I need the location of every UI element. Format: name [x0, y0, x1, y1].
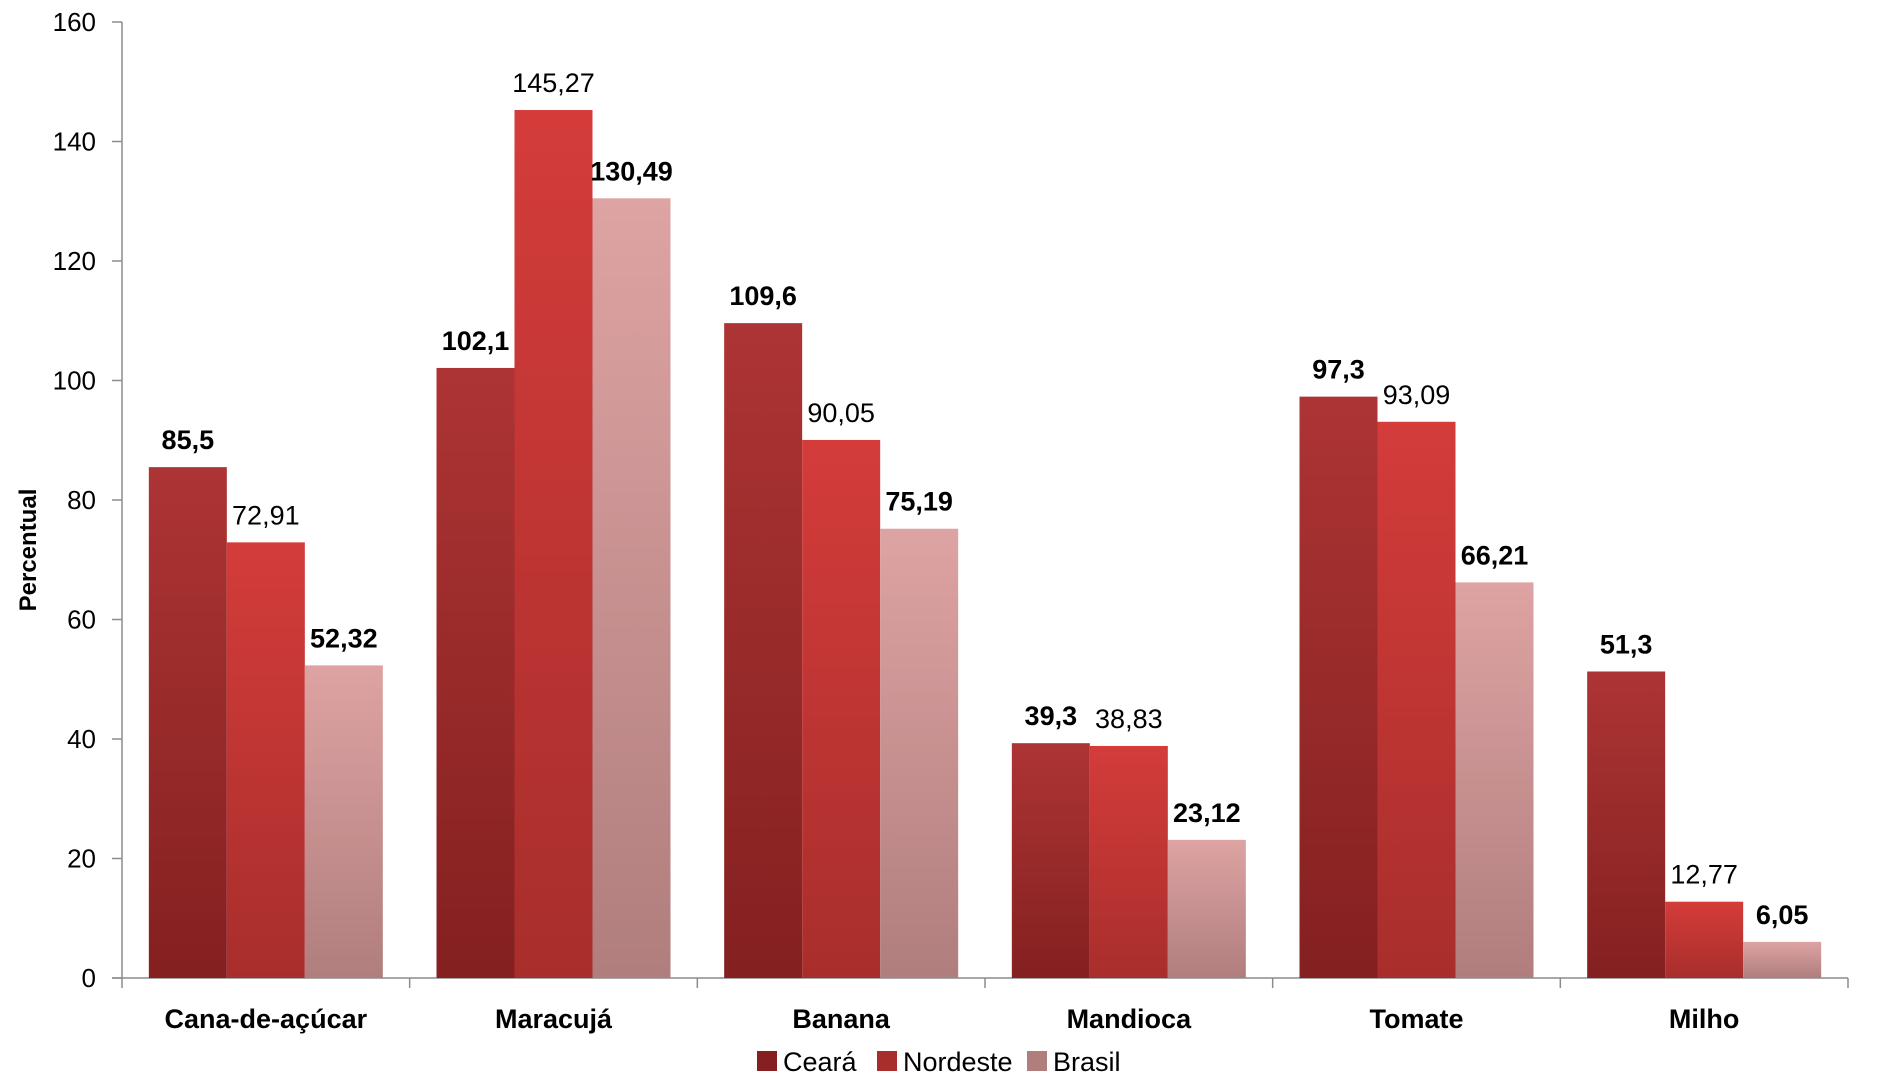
x-tick-label: Cana-de-açúcar: [165, 1004, 368, 1034]
x-tick-label: Banana: [792, 1004, 891, 1034]
data-label: 72,91: [232, 500, 300, 530]
data-label: 52,32: [310, 623, 378, 653]
data-label: 109,6: [729, 281, 797, 311]
y-tick-label: 80: [67, 485, 96, 515]
legend-swatch: [1027, 1051, 1047, 1071]
data-label: 12,77: [1670, 860, 1738, 890]
bar-brasil: [1743, 941, 1822, 978]
bar-nordeste: [1665, 901, 1744, 978]
y-tick-label: 160: [53, 7, 96, 37]
data-label: 102,1: [442, 326, 510, 356]
y-axis-label: Percentual: [15, 489, 42, 612]
bar-cear-: [148, 467, 227, 978]
y-tick-label: 60: [67, 605, 96, 635]
bar-brasil: [304, 665, 383, 978]
data-labels: 85,5 72,91 52,32 102,1 145,27 130,49 109,6 90,0…: [162, 68, 1809, 930]
legend-swatch: [757, 1051, 777, 1071]
legend-label: Ceará: [783, 1047, 858, 1077]
bar-nordeste: [226, 542, 305, 978]
data-label: 130,49: [590, 156, 673, 186]
x-tick-label: Maracujá: [495, 1004, 613, 1034]
legend-label: Nordeste: [903, 1047, 1013, 1077]
bar-brasil: [880, 528, 959, 978]
bar-nordeste: [1377, 421, 1456, 979]
data-label: 38,83: [1095, 704, 1163, 734]
bar-nordeste: [802, 439, 881, 978]
data-label: 145,27: [512, 68, 595, 98]
bar-cear-: [1299, 396, 1378, 978]
legend: Ceará Nordeste Brasil: [757, 1047, 1121, 1077]
y-tick-label: 100: [53, 366, 96, 396]
data-label: 39,3: [1025, 701, 1078, 731]
data-label: 85,5: [162, 425, 215, 455]
data-label: 75,19: [885, 487, 953, 517]
data-label: 51,3: [1600, 629, 1653, 659]
data-label: 90,05: [807, 398, 875, 428]
bars: [148, 110, 1822, 979]
x-tick-label: Milho: [1669, 1004, 1739, 1034]
axes: 0 20 40 60 80 100 120 140 160 Cana-de-açúcar Marac…: [53, 7, 1849, 1034]
data-label: 23,12: [1173, 798, 1241, 828]
bar-cear-: [1011, 743, 1090, 978]
bar-brasil: [1167, 839, 1246, 978]
bar-cear-: [436, 367, 515, 978]
data-label: 6,05: [1756, 900, 1809, 930]
legend-swatch: [877, 1051, 897, 1071]
bar-nordeste: [514, 110, 593, 979]
bar-cear-: [724, 323, 803, 978]
y-tick-label: 120: [53, 246, 96, 276]
y-tick-label: 40: [67, 724, 96, 754]
data-label: 97,3: [1312, 355, 1365, 385]
data-label: 66,21: [1461, 540, 1529, 570]
bar-nordeste: [1089, 745, 1168, 978]
y-tick-label: 140: [53, 127, 96, 157]
data-label: 93,09: [1383, 380, 1451, 410]
x-tick-label: Tomate: [1369, 1004, 1463, 1034]
y-tick-label: 0: [82, 963, 96, 993]
x-tick-label: Mandioca: [1067, 1004, 1193, 1034]
bar-cear-: [1587, 671, 1666, 978]
bar-brasil: [1455, 582, 1534, 978]
y-tick-label: 20: [67, 844, 96, 874]
bar-brasil: [592, 198, 671, 978]
legend-label: Brasil: [1053, 1047, 1121, 1077]
